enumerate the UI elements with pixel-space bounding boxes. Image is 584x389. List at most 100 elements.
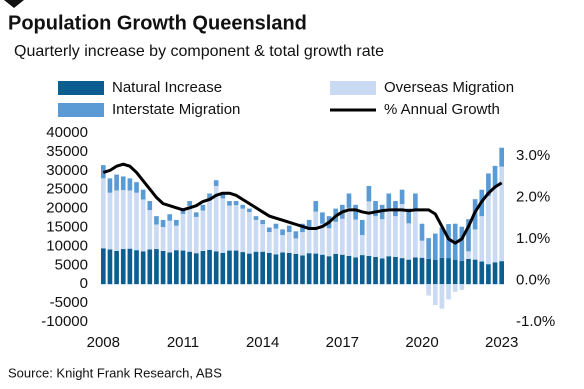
bar — [399, 204, 405, 259]
y2-tick-label: -1.0% — [516, 313, 555, 330]
bar — [466, 258, 471, 285]
y-tick-label: 25000 — [46, 181, 88, 198]
bar — [406, 259, 412, 285]
bar — [386, 256, 392, 285]
bar — [273, 254, 279, 285]
bar — [280, 229, 285, 236]
bar — [432, 284, 438, 305]
bar — [340, 218, 345, 255]
bar — [180, 213, 186, 251]
bar — [154, 224, 159, 250]
legend-label: Interstate Migration — [112, 101, 240, 118]
bar — [486, 196, 491, 265]
bar — [486, 173, 491, 197]
bar — [187, 251, 192, 285]
bar — [127, 178, 133, 191]
y2-tick-label: 3.0% — [516, 147, 550, 164]
bar — [419, 223, 425, 241]
bar — [227, 250, 232, 285]
bar — [313, 201, 319, 212]
bar — [300, 255, 305, 285]
bar — [446, 258, 451, 285]
bar — [426, 238, 431, 259]
bar — [379, 219, 385, 259]
bar — [120, 190, 126, 250]
bar — [426, 258, 431, 285]
y-tick-label: 40000 — [46, 124, 88, 141]
bar — [313, 211, 319, 254]
bar — [492, 186, 498, 263]
bar — [486, 264, 491, 285]
bar — [134, 250, 139, 285]
line — [102, 162, 503, 245]
bar — [306, 253, 312, 285]
x-tick-label: 2020 — [405, 334, 438, 351]
x-tick-label: 2017 — [326, 334, 359, 351]
bar — [366, 255, 372, 285]
bar — [366, 201, 372, 256]
bar — [147, 249, 153, 285]
y-tick-label: 5000 — [55, 256, 88, 273]
bar — [134, 192, 139, 251]
bar — [167, 252, 173, 285]
bar — [340, 254, 345, 285]
y2-tick-label: 2.0% — [516, 188, 550, 205]
bar — [346, 193, 352, 208]
bar — [233, 250, 239, 285]
bar — [140, 251, 146, 285]
bar — [393, 216, 398, 257]
bar — [313, 253, 319, 285]
bar — [167, 214, 173, 221]
bar — [413, 193, 418, 209]
bar — [406, 208, 412, 224]
bar — [273, 228, 279, 255]
bar — [207, 200, 212, 250]
bar — [439, 227, 445, 258]
bar — [107, 178, 113, 193]
bar — [107, 192, 113, 250]
bar — [333, 253, 339, 285]
bar — [200, 210, 206, 251]
bar — [479, 216, 485, 262]
bar — [213, 185, 219, 252]
bar — [174, 250, 179, 285]
bar — [472, 229, 478, 260]
bar — [293, 238, 299, 254]
bar — [253, 216, 259, 220]
bar — [452, 259, 458, 285]
bar — [466, 219, 471, 252]
bar — [134, 182, 139, 193]
bar — [446, 284, 451, 300]
y-tick-label: 10000 — [46, 237, 88, 254]
y-tick-label: 0 — [80, 275, 88, 292]
bar — [432, 233, 438, 261]
bar — [266, 232, 272, 253]
bar — [140, 189, 146, 200]
x-tick-label: 2023 — [485, 334, 518, 351]
bar — [127, 248, 133, 285]
bar — [373, 256, 378, 285]
bar — [446, 224, 451, 259]
bar — [127, 190, 133, 249]
bar — [247, 253, 252, 285]
bar — [193, 216, 199, 254]
bar — [320, 212, 325, 224]
bar — [492, 262, 498, 285]
bar — [399, 258, 405, 285]
legend-label: Natural Increase — [112, 79, 222, 96]
y-tick-label: 15000 — [46, 218, 88, 235]
bar — [280, 252, 285, 285]
bar — [220, 193, 226, 199]
bar — [353, 257, 358, 285]
bar — [266, 227, 272, 233]
bar — [154, 216, 159, 225]
bar — [419, 257, 425, 285]
bar — [167, 220, 173, 253]
bar — [233, 205, 239, 251]
bar — [286, 252, 292, 285]
source-note: Source: Knight Frank Research, ABS — [8, 365, 222, 380]
bar — [359, 255, 365, 285]
bar — [306, 229, 312, 254]
chart-title: Population Growth Queensland — [8, 12, 307, 34]
bar — [253, 219, 259, 252]
